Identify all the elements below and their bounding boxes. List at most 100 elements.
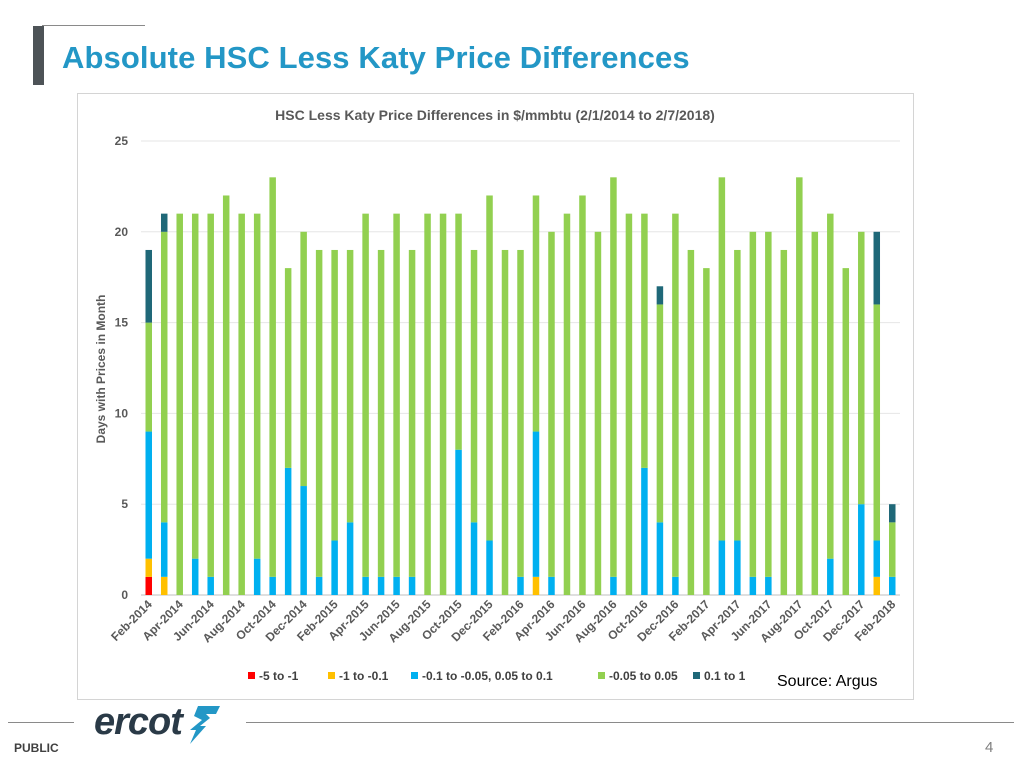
bar-segment [362, 213, 369, 577]
footer-rule-right [246, 722, 1014, 723]
title-top-rule [42, 25, 145, 26]
title-accent-bar [33, 26, 44, 85]
bar-segment [610, 576, 617, 595]
bar-segment [625, 213, 633, 595]
bar-segment [145, 431, 152, 559]
bar-segment [889, 576, 896, 595]
y-axis-label: Days with Prices in Month [94, 295, 108, 444]
legend-label: 0.1 to 1 [704, 669, 746, 683]
bar-segment [362, 576, 369, 595]
ercot-logo-text: ercot [94, 701, 184, 743]
bar-segment [548, 576, 555, 595]
bar-segment [222, 195, 230, 595]
legend-label: -0.1 to -0.05, 0.05 to 0.1 [422, 669, 553, 683]
bar-segment [563, 213, 571, 595]
bar-segment [672, 213, 679, 577]
bar-segment [532, 195, 540, 432]
bar-segment [656, 522, 664, 595]
bar-segment [486, 195, 493, 541]
bar-segment [687, 249, 695, 595]
y-tick-label: 25 [115, 134, 129, 148]
bar-segment [718, 177, 726, 541]
bar-segment [656, 304, 664, 523]
bar-segment [532, 576, 540, 595]
bar-segment [191, 558, 199, 595]
bar-segment [486, 540, 493, 595]
y-axis-ticks: 0 5 10 15 20 25 [115, 134, 129, 602]
bar-segment [408, 249, 416, 577]
bar-segment [672, 576, 679, 595]
y-tick-label: 0 [121, 588, 128, 602]
x-axis-ticks: Feb-2014Apr-2014Jun-2014Aug-2014Oct-2014… [108, 597, 898, 645]
bar-segment [873, 304, 881, 541]
bar-segment [300, 486, 307, 595]
source-note: Source: Argus [777, 673, 878, 690]
bar-segment [160, 576, 168, 595]
lightning-bolt-icon [190, 706, 220, 744]
bar-segment [470, 249, 478, 523]
bar-segment [315, 576, 323, 595]
bar-segment [253, 213, 261, 559]
bar-segment [160, 231, 168, 523]
bar-segment [253, 558, 261, 595]
y-tick-label: 10 [115, 406, 129, 420]
bar-segment [765, 576, 772, 595]
legend: -5 to -1 -1 to -0.1 -0.1 to -0.05, 0.05 to… [248, 669, 746, 683]
bar-segment [873, 231, 881, 305]
stacked-bar-chart: HSC Less Katy Price Differences in $/mmb… [94, 107, 900, 683]
y-tick-label: 20 [115, 225, 129, 239]
bar-segment [842, 268, 850, 595]
bar-segment [780, 249, 788, 595]
bar-segment [145, 576, 152, 595]
footer-rule-left [8, 722, 74, 723]
bar-segment [641, 467, 648, 595]
chart-frame: HSC Less Katy Price Differences in $/mmb… [77, 93, 914, 700]
bar-segment [238, 213, 245, 595]
legend-label: -0.05 to 0.05 [609, 669, 678, 683]
bar-segment [269, 177, 276, 577]
bar-segment [610, 177, 617, 577]
bar-segment [331, 249, 338, 541]
bar-segment [377, 249, 385, 577]
bar-segment [811, 231, 819, 596]
bar-segment [393, 213, 400, 577]
bar-segment [734, 540, 741, 595]
bar-segment [827, 558, 834, 595]
bar-segment [656, 286, 664, 305]
bar-segment [408, 576, 416, 595]
slide-title: Absolute HSC Less Katy Price Differences [62, 40, 690, 75]
bar-segment [160, 213, 168, 232]
bar-segment [858, 231, 865, 505]
page-number: 4 [985, 739, 994, 756]
bar-segment [207, 576, 214, 595]
bar-segment [284, 268, 292, 468]
bar-segment [517, 249, 524, 577]
bar-segment [424, 213, 431, 595]
bar-segment [191, 213, 199, 559]
legend-swatch [693, 672, 700, 679]
bar-segment [641, 213, 648, 468]
bar-segment [734, 249, 741, 541]
bar-segment [501, 249, 509, 595]
bar-segment [315, 249, 323, 577]
bar-segment [145, 249, 152, 323]
bar-segment [765, 231, 772, 577]
legend-swatch [411, 672, 418, 679]
bar-segment [455, 213, 462, 450]
bar-segment [377, 576, 385, 595]
bar-segment [517, 576, 524, 595]
bar-segment [207, 213, 214, 577]
bar-segment [594, 231, 602, 596]
bar-segment [346, 249, 354, 523]
bar-segment [703, 268, 710, 595]
legend-swatch [598, 672, 605, 679]
bar-segment [749, 231, 757, 577]
bar-segment [393, 576, 400, 595]
bar-segment [889, 522, 896, 577]
bar-series [145, 177, 896, 596]
y-tick-label: 15 [115, 316, 129, 330]
bar-segment [548, 231, 555, 577]
footer-public-label: PUBLIC [14, 741, 59, 755]
legend-swatch [328, 672, 335, 679]
ercot-logo: ercot [94, 701, 220, 744]
